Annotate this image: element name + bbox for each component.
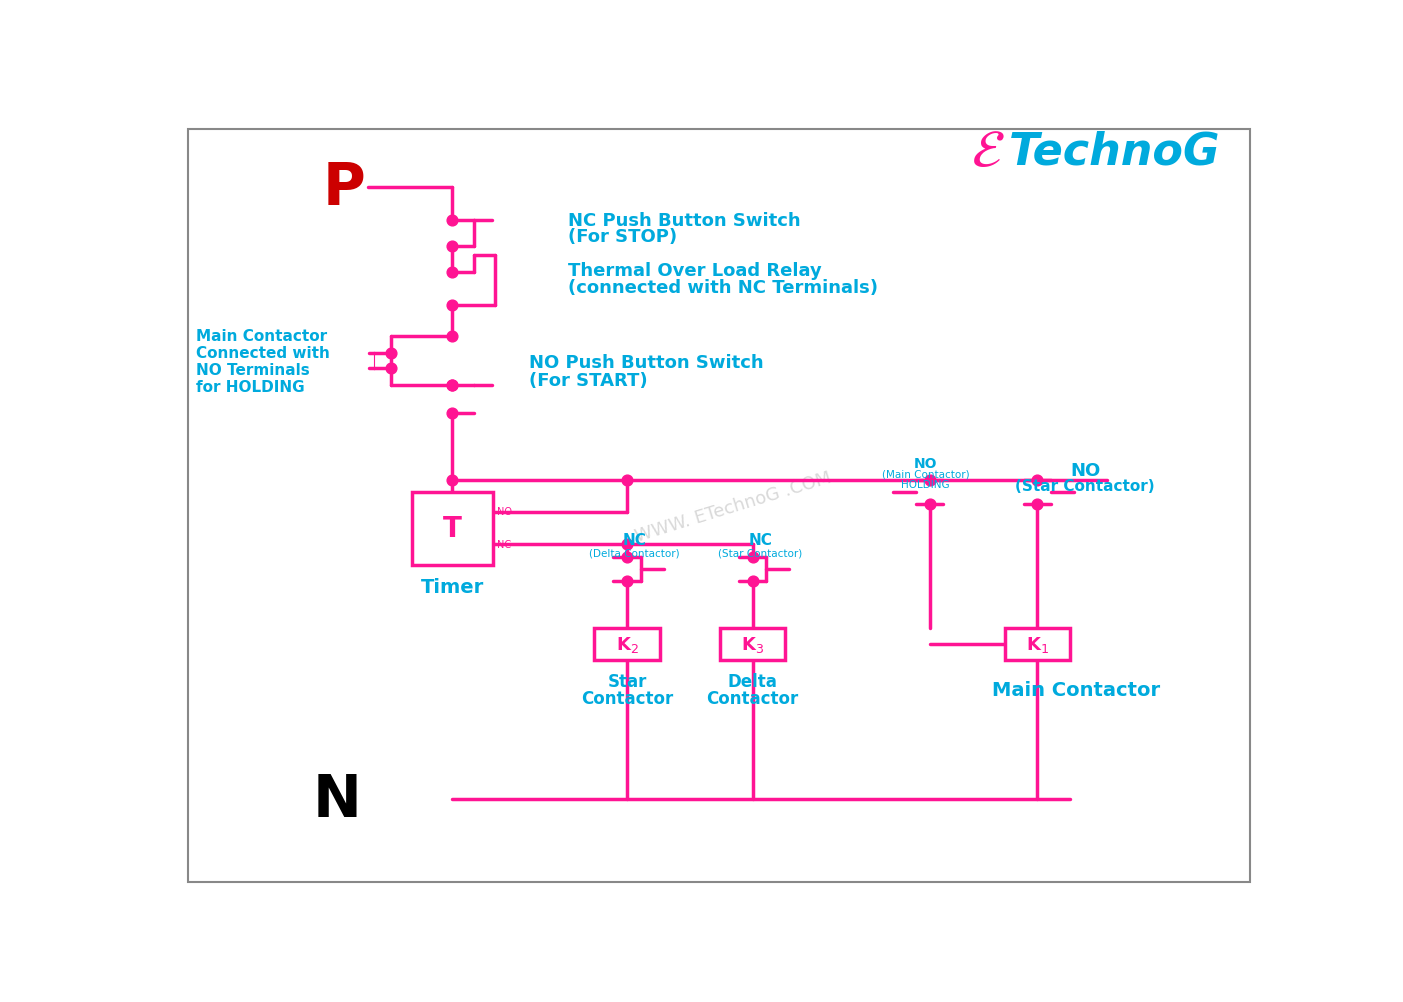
Point [441, 405, 463, 421]
Text: Timer: Timer [421, 577, 484, 596]
Text: NO: NO [1070, 462, 1100, 480]
Text: NO Terminals: NO Terminals [196, 363, 310, 378]
Text: N: N [313, 771, 361, 828]
Text: (For START): (For START) [529, 372, 648, 389]
Text: NO: NO [913, 456, 937, 470]
Text: NC Push Button Switch: NC Push Button Switch [568, 212, 800, 230]
Bar [720, 628, 786, 660]
Point [441, 213, 463, 229]
Text: (Star Contactor): (Star Contactor) [718, 547, 803, 557]
Point [741, 574, 763, 590]
Text: P: P [323, 159, 366, 216]
Point [441, 329, 463, 345]
Bar [1005, 628, 1070, 660]
Point [741, 549, 763, 565]
Point [441, 265, 463, 281]
Text: (Main Contactor): (Main Contactor) [882, 469, 969, 479]
Bar [595, 628, 659, 660]
Text: Contactor: Contactor [581, 689, 673, 707]
Point [379, 346, 401, 362]
Text: $\mathcal{E}$: $\mathcal{E}$ [971, 126, 1005, 177]
Point [919, 497, 941, 513]
Point [616, 549, 638, 565]
Point [616, 537, 638, 553]
Text: NO Push Button Switch: NO Push Button Switch [529, 354, 763, 372]
Text: NC: NC [623, 533, 647, 548]
Text: (connected with NC Terminals): (connected with NC Terminals) [568, 279, 878, 297]
Text: NO: NO [497, 507, 512, 517]
Point [379, 361, 401, 377]
Text: TechnoG: TechnoG [1009, 130, 1221, 173]
Point [441, 239, 463, 256]
Text: NC: NC [497, 539, 512, 549]
Text: Delta: Delta [728, 672, 777, 690]
Text: Connected with: Connected with [196, 346, 330, 361]
Point [441, 378, 463, 394]
Text: Main Contactor: Main Contactor [196, 329, 327, 344]
Point [919, 472, 941, 488]
Text: (Star Contactor): (Star Contactor) [1016, 479, 1155, 494]
Text: (Delta Contactor): (Delta Contactor) [589, 547, 680, 557]
Text: Thermal Over Load Relay: Thermal Over Load Relay [568, 262, 822, 280]
Point [616, 472, 638, 488]
Text: Star: Star [607, 672, 647, 690]
Point [441, 472, 463, 488]
Point [616, 574, 638, 590]
Text: WWW. ETechnoG .COM: WWW. ETechnoG .COM [633, 469, 833, 546]
Point [441, 298, 463, 314]
Text: NC: NC [748, 533, 772, 548]
Bar [412, 492, 492, 565]
Text: (For STOP): (For STOP) [568, 227, 676, 245]
Text: K$_3$: K$_3$ [741, 634, 765, 654]
Text: Main Contactor: Main Contactor [992, 680, 1160, 699]
Text: HOLDING: HOLDING [902, 480, 950, 490]
Text: K$_1$: K$_1$ [1026, 634, 1049, 654]
Text: Contactor: Contactor [706, 689, 798, 707]
Point [441, 378, 463, 394]
Text: for HOLDING: for HOLDING [196, 380, 304, 395]
Point [1026, 497, 1048, 513]
Text: K$_2$: K$_2$ [616, 634, 638, 654]
Text: T: T [443, 515, 462, 543]
Point [1026, 472, 1048, 488]
